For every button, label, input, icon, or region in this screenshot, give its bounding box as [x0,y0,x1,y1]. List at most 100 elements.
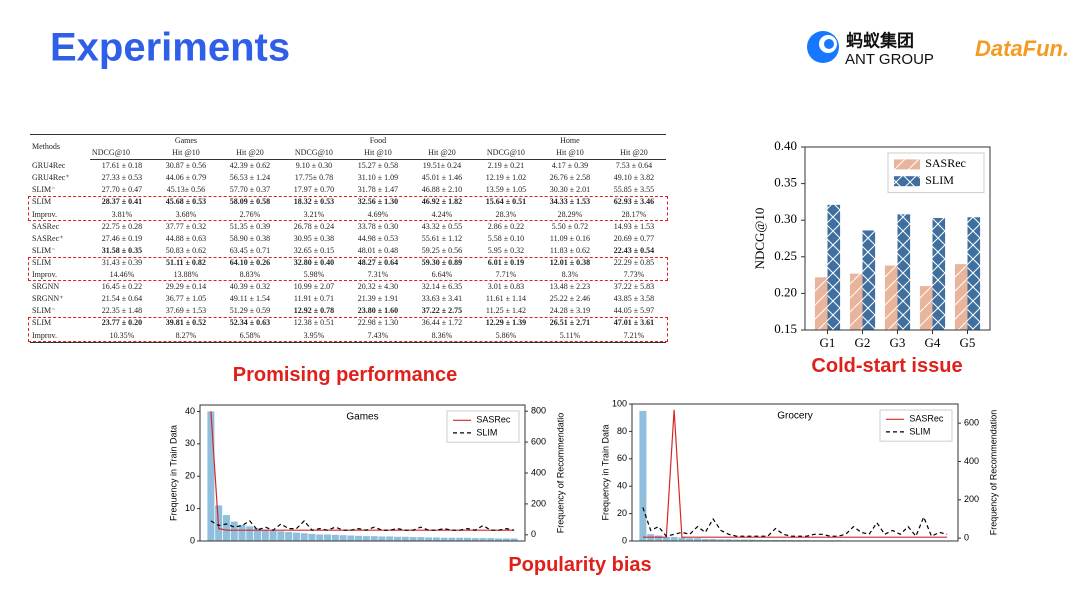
table-cell: 59.25 ± 0.56 [421,245,463,255]
table-row: SASRec 22.75 ± 0.28 37.77 ± 0.32 51.35 ± 0.… [30,221,666,233]
y-tick-label: 100 [612,398,627,408]
y-axis-label: NDCG@10 [752,208,767,270]
x-tick-label: G3 [890,335,906,350]
table-cell: 12.38 ± 0.51 [293,318,335,328]
table-cell: 63.45 ± 0.71 [229,245,271,255]
table-cell: 64.10 ± 0.26 [229,257,271,267]
bar [897,214,911,330]
bar [678,537,686,541]
y-tick-label: 10 [185,503,195,513]
table-cell: 13.59 ± 1.05 [485,185,527,195]
table-cell: 55.61 ± 1.12 [421,233,463,243]
table-cell: 2.86 ± 0.22 [487,221,525,231]
table-cell: 32.65 ± 0.15 [293,245,335,255]
table-cell: 14.46% [109,270,135,280]
bar [440,537,448,541]
bar [300,533,308,541]
table-row: SLIM⁻ 22.35 ± 1.48 37.69 ± 1.53 51.29 ± 0.5… [30,305,666,317]
bar [222,515,230,541]
table-cell: 39.81 ± 0.52 [165,318,207,328]
highlight-box [28,256,668,282]
table-cell: 45.68 ± 0.53 [165,197,207,207]
metric-header: Hit @20 [217,147,282,161]
x-tick-label: G4 [925,335,941,350]
bar [771,539,780,541]
bar [238,524,246,541]
bar [686,538,694,541]
table-cell: 22.43 ± 0.54 [613,245,655,255]
bar [954,264,968,330]
header-cell [281,134,346,148]
table-cell: 15.64 ± 0.51 [485,197,527,207]
table-cell: 32.14 ± 6.35 [421,282,463,292]
bar [732,539,741,541]
table-cell: SLIM [32,257,52,267]
y-tick-label: 0.25 [774,248,797,263]
legend-label: SASRec [476,415,511,425]
legend-swatch [894,159,920,170]
bar [207,411,215,541]
table-row: SLIM 31.43 ± 0.39 51.11 ± 0.82 64.10 ± 0.26… [30,257,666,269]
legend-label: SLIM [925,173,954,187]
header-row: NDCG@10 Hit @10 Hit @20 NDCG@10 Hit @10 Hit @… [30,147,666,161]
table-row: Improv. 10.35% 8.27% 6.58% 3.95% 7.43% 8.36% 5.… [30,329,666,343]
legend-frame [879,409,953,442]
table-cell: SRGNN⁺ [32,294,64,304]
y-tick-label: 80 [617,426,627,436]
legend-swatch [894,176,920,187]
bar [393,536,401,541]
table-cell: 26.78 ± 0.24 [293,221,335,231]
table-cell: 15.27 ± 0.58 [357,161,399,171]
table-cell: 40.39 ± 0.32 [229,282,271,292]
bar [932,218,946,330]
group-header: Games [153,134,218,148]
table-cell: 3.21% [303,209,325,219]
table-cell: 9.10 ± 0.30 [295,161,333,171]
bar [456,537,464,541]
y-tick-label: 30 [185,438,195,448]
bar [827,204,841,330]
table-cell: 49.10 ± 3.82 [613,173,655,183]
legend-label: SASRec [909,414,944,424]
highlight-box [28,317,668,343]
table-cell: 5.98% [303,270,325,280]
table-row: GRU4Rec 17.61 ± 0.18 30.87 ± 0.56 42.39 ± 0… [30,160,666,173]
bar [261,529,269,541]
table-cell: 37.77 ± 0.32 [165,221,207,231]
y2-tick-label: 200 [531,498,546,508]
table-cell: 8.3% [561,270,579,280]
table-cell: 30.87 ± 0.56 [165,161,207,171]
line [642,507,948,538]
table-cell: 5.50 ± 0.72 [551,221,589,231]
ant-en: ANT GROUP [845,51,934,68]
y2-tick-label: 0 [964,533,969,543]
table-cell: 37.22 ± 5.83 [613,282,655,292]
y-tick-label: 0.15 [774,321,797,336]
metric-header: Hit @20 [601,147,666,161]
table-cell: 5.58 ± 0.10 [487,233,525,243]
bar [285,531,293,541]
bar [487,538,495,541]
table-cell: 17.75± 0.78 [294,173,334,183]
y-tick-label: 60 [617,453,627,463]
bar [277,531,285,541]
table-cell: 12.19 ± 1.02 [485,173,527,183]
table-wrap: Methods Games Food Home NDCG@10 Hit @10 Hit @2… [30,133,666,343]
table-cell: 18.32 ± 0.53 [293,197,335,207]
y-tick-label: 0.35 [774,175,797,190]
chart-title: Games [346,412,378,423]
y-tick-label: 0 [622,535,627,545]
table-cell: 33.78 ± 0.30 [357,221,399,231]
table-cell: 57.70 ± 0.37 [229,185,271,195]
bar [495,538,503,541]
metric-header: NDCG@10 [89,147,154,161]
bar [370,536,378,541]
table-cell: 2.76% [239,209,261,219]
bar [919,286,933,330]
table-row: SLIM⁻ 31.58 ± 0.35 50.83 ± 0.62 63.45 ± 0.7… [30,245,666,257]
bar [347,535,355,541]
table-cell: 43.32 ± 0.55 [421,221,463,231]
table-row: SRGNN 16.45 ± 0.22 29.29 ± 0.14 40.39 ± 0.3… [30,281,666,293]
table-cell: 44.06 ± 0.79 [165,173,207,183]
